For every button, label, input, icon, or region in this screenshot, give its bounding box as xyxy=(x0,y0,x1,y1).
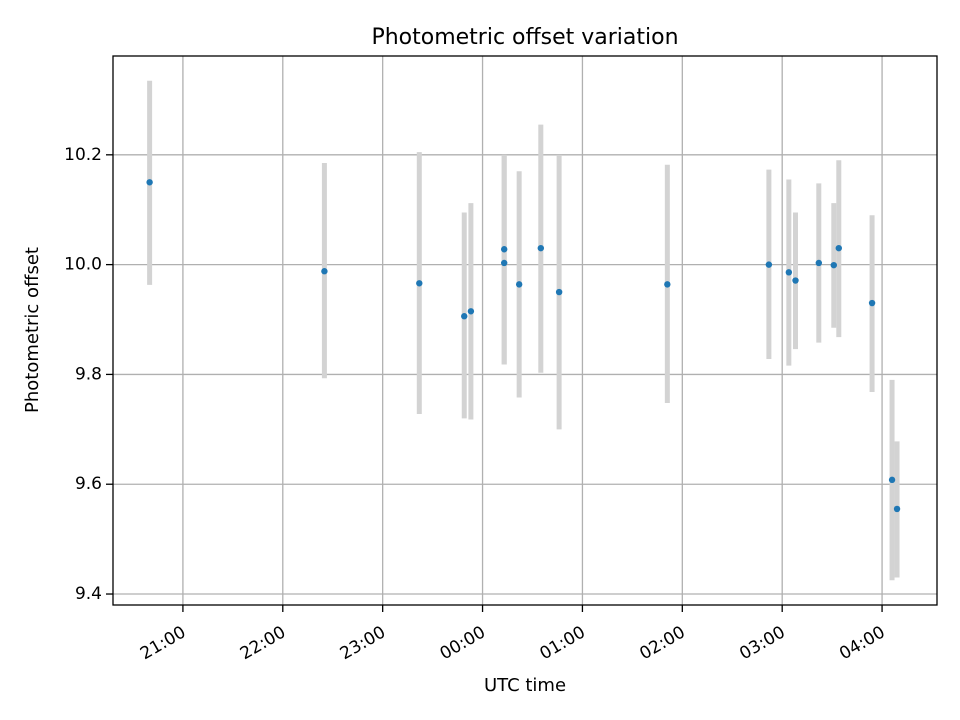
data-points xyxy=(146,179,901,513)
grid xyxy=(113,56,937,605)
y-tick-label: 9.4 xyxy=(75,584,102,604)
data-point xyxy=(893,505,901,513)
data-point xyxy=(467,308,475,315)
data-point xyxy=(416,280,423,287)
data-point xyxy=(868,299,876,307)
data-point xyxy=(500,246,508,253)
data-point xyxy=(888,476,896,484)
data-point xyxy=(835,244,842,252)
chart-title: Photometric offset variation xyxy=(371,25,678,50)
y-tick-label: 9.6 xyxy=(75,474,102,494)
data-point xyxy=(461,313,468,320)
data-point xyxy=(785,269,793,276)
data-point xyxy=(537,244,545,252)
y-tick-label: 9.8 xyxy=(75,364,102,384)
data-point xyxy=(321,268,328,275)
data-point xyxy=(515,281,523,288)
y-axis-label: Photometric offset xyxy=(22,247,43,413)
y-tick-label: 10.0 xyxy=(64,255,102,275)
data-point xyxy=(830,261,837,269)
plot-frame xyxy=(112,55,938,606)
x-axis-label: UTC time xyxy=(484,675,566,696)
y-tick-label: 10.2 xyxy=(64,145,102,165)
data-point xyxy=(664,281,671,288)
data-point xyxy=(555,288,563,296)
data-point xyxy=(792,277,799,284)
data-point xyxy=(146,179,153,186)
y-axis: 9.4 9.6 9.8 10.0 10.2 xyxy=(64,145,113,604)
data-point xyxy=(815,259,823,267)
data-point xyxy=(765,261,773,268)
data-point xyxy=(500,259,508,267)
